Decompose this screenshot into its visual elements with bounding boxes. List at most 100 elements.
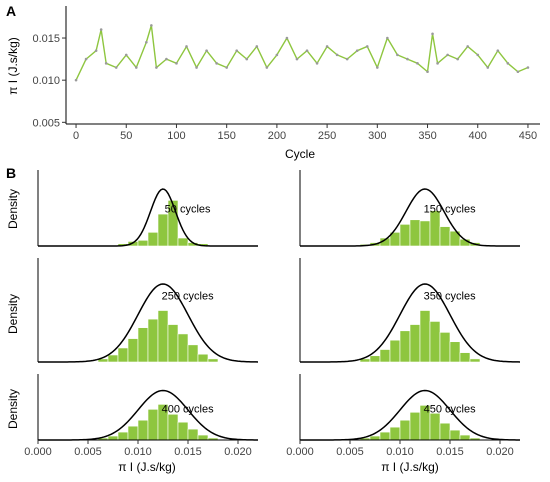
histogram-bar <box>459 352 471 363</box>
panel-a-point <box>225 66 228 69</box>
panel-a-point <box>496 49 500 52</box>
histogram-bar <box>177 421 189 441</box>
subplot-cycles-label: 350 cycles <box>424 291 476 303</box>
histogram-subplot: 50 cycles <box>37 170 258 247</box>
panel-a-x-tick-label: 400 <box>469 130 487 142</box>
panel-a-point <box>155 66 158 69</box>
panel-a-point <box>114 66 118 69</box>
subplot-x-tick-label: 0.020 <box>486 446 514 458</box>
panel-a-point <box>335 53 339 57</box>
panel-a-point <box>245 57 249 61</box>
subplot-x-tick-label: 0.015 <box>436 446 464 458</box>
panel-a-point <box>235 49 239 52</box>
panel-a-x-tick-label: 250 <box>318 130 336 142</box>
panel-a-point <box>104 62 108 65</box>
histogram-bar <box>177 237 189 247</box>
normal-density-curve <box>300 188 520 247</box>
histogram-bar <box>147 409 159 441</box>
histogram-bar <box>419 220 431 247</box>
panel-a-series <box>74 24 530 82</box>
histogram-bar <box>147 232 159 247</box>
panel-a-point <box>150 24 153 27</box>
histogram-bar <box>197 434 209 441</box>
panel-a-point <box>486 66 490 69</box>
histogram-bar <box>117 431 129 441</box>
histogram-subplot: 0.000 0.005 0.010 0.015 0.020 400 cycles <box>24 374 259 458</box>
panel-a-y-tick-label: 0.010 <box>32 75 60 87</box>
panel-a-point <box>466 45 469 48</box>
subplot-cycles-label: 250 cycles <box>162 291 214 303</box>
panel-a-line-chart: 0.005 0.010 0.015 0 50 100 150 200 250 300 350 400… <box>6 6 540 161</box>
panel-a-point <box>185 45 188 48</box>
row3-y-title: Density <box>6 389 20 429</box>
panel-a-point <box>526 66 530 69</box>
panel-a-x-tick-label: 0 <box>73 130 79 142</box>
histogram-bar <box>137 327 149 363</box>
subplot-x-tick-label: 0.010 <box>386 446 414 458</box>
normal-density-curve <box>300 283 521 363</box>
subplot-x-tick-label: 0.010 <box>124 446 152 458</box>
histogram-bar <box>147 318 159 363</box>
panel-a-y-title: π I (J.s/kg) <box>6 37 20 95</box>
histogram-bar <box>429 210 441 247</box>
histogram-bar <box>399 224 411 247</box>
panel-a-y-ticks: 0.005 0.010 0.015 <box>32 33 66 129</box>
histogram-bar <box>157 213 169 247</box>
panel-a-point <box>506 62 510 65</box>
panel-a-point <box>436 62 439 65</box>
histogram-subplot: 350 cycles <box>299 258 521 363</box>
histogram-bar <box>167 413 179 441</box>
normal-density-curve <box>38 283 259 363</box>
histogram-bar <box>369 355 381 363</box>
panel-a-point <box>255 45 259 48</box>
row1-y-title: Density <box>6 189 20 229</box>
histogram-bar <box>107 435 119 441</box>
panel-a-point <box>285 36 289 40</box>
panel-a-point <box>416 62 419 65</box>
panel-a-point <box>315 62 319 65</box>
panel-a-point <box>215 62 218 65</box>
histogram-bar <box>399 419 411 441</box>
panel-a-point <box>134 66 138 69</box>
right-x-title: π I (J.s/kg) <box>381 460 439 474</box>
panel-a-point <box>275 53 279 57</box>
subplot-x-tick-label: 0.000 <box>286 446 314 458</box>
histogram-bar <box>399 330 411 363</box>
panel-a-x-tick-label: 50 <box>120 130 132 142</box>
panel-a-point <box>376 66 379 69</box>
panel-a-y-tick-label: 0.005 <box>32 117 60 129</box>
histogram-bar <box>439 226 451 247</box>
panel-a-point <box>205 49 208 52</box>
histogram-bar <box>117 347 129 363</box>
panel-a-letter: A <box>6 3 16 19</box>
panel-a-point <box>124 53 128 57</box>
subplot-x-tick-label: 0.015 <box>174 446 202 458</box>
subplot-cycles-label: 150 cycles <box>424 204 476 216</box>
histogram-bar <box>127 425 139 441</box>
histogram-bar <box>469 358 481 363</box>
subplot-x-tick-label: 0.000 <box>24 446 52 458</box>
subplot-x-tick-label: 0.005 <box>74 446 102 458</box>
histogram-bar <box>459 434 471 441</box>
panel-a-point <box>295 57 299 61</box>
histogram-bar <box>187 344 199 363</box>
histogram-bar <box>449 429 461 441</box>
histogram-bar <box>177 333 189 363</box>
histogram-bar <box>207 358 219 363</box>
panel-a-point <box>355 49 359 52</box>
histogram-bar <box>167 324 179 363</box>
histogram-bar <box>419 310 431 363</box>
panel-b-histograms: 50 cycles 150 cycles 250 cycles 350 cycles 0… <box>24 170 521 458</box>
histogram-subplot: 150 cycles <box>299 170 520 247</box>
panel-a-point <box>84 57 88 61</box>
histogram-bar <box>137 419 149 441</box>
normal-density-curve <box>38 188 258 247</box>
histogram-bar <box>439 332 451 363</box>
histogram-bar <box>157 310 169 363</box>
histogram-bar <box>439 422 451 441</box>
histogram-bar <box>197 353 209 363</box>
panel-a-point <box>426 70 429 74</box>
panel-a-point <box>94 49 98 52</box>
left-x-title: π I (J.s/kg) <box>118 460 176 474</box>
